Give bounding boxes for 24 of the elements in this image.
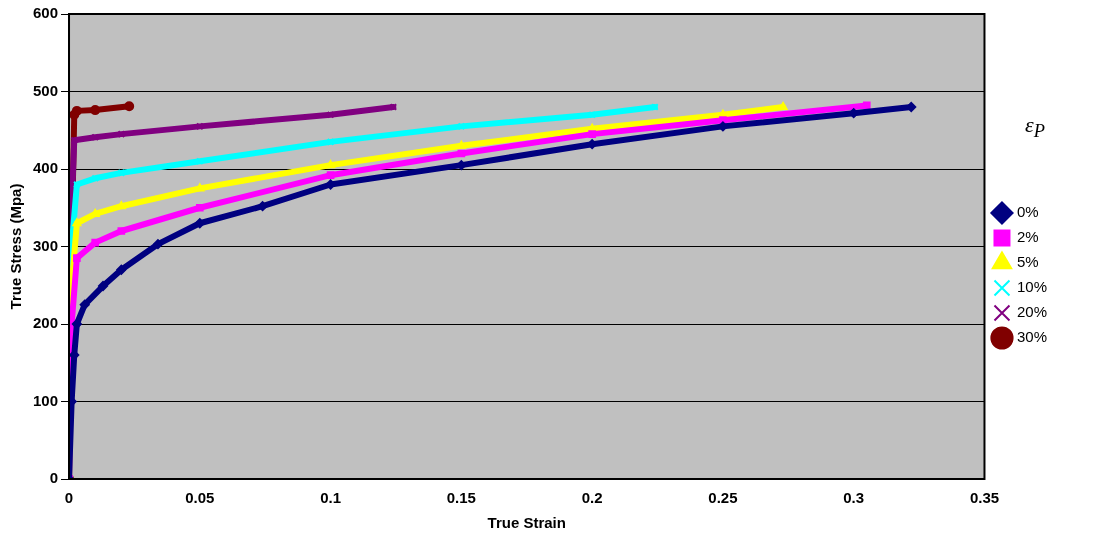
x-tick-label: 0.05 (185, 489, 215, 507)
x-tick-label: 0.35 (969, 489, 1000, 507)
legend-label: 0% (1016, 203, 1039, 221)
x-axis-title: True Strain (487, 514, 566, 532)
legend-label: 2% (1016, 228, 1039, 246)
y-tick-label: 600 (33, 4, 59, 22)
y-tick-label: 400 (33, 159, 59, 177)
legend-title: ε$_{P}$ (1025, 112, 1045, 143)
legend-label: 20% (1016, 303, 1048, 321)
x-tick-label: 0.25 (708, 489, 738, 507)
legend-label: 5% (1016, 253, 1039, 271)
legend-label: 30% (1016, 328, 1048, 346)
y-tick-label: 200 (33, 314, 59, 332)
y-tick-label: 100 (33, 391, 59, 409)
legend-label: 10% (1016, 278, 1048, 296)
y-tick-label: 0 (49, 469, 59, 487)
x-tick-label: 0.2 (581, 489, 603, 507)
x-tick-label: 0.15 (446, 489, 476, 507)
x-tick-label: 0.1 (320, 489, 342, 507)
x-tick-label: 0.3 (843, 489, 865, 507)
y-axis-title: True Stress (Mpa) (7, 183, 25, 310)
x-tick-label: 0 (64, 489, 74, 507)
y-tick-label: 300 (33, 236, 59, 254)
y-tick-label: 500 (33, 81, 59, 99)
